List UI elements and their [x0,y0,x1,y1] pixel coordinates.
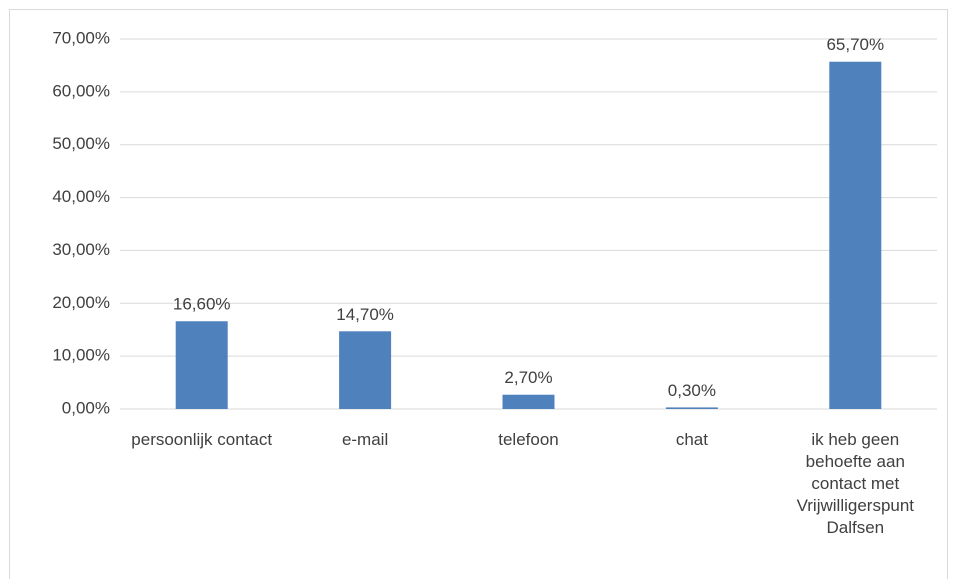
y-tick-label: 30,00% [52,240,110,259]
y-tick-label: 70,00% [52,28,110,47]
bar [829,61,882,409]
y-tick-label: 50,00% [52,134,110,153]
y-tick-label: 20,00% [52,293,110,312]
bar [339,331,392,409]
x-tick-label: persoonlijk contact [131,430,273,449]
x-tick-label: ik heb geen behoefte aan contact met Vri… [796,430,915,537]
data-label: 16,60% [173,295,231,314]
x-tick-label: e-mail [341,430,389,449]
chart-border [9,9,948,579]
x-tick-label: chat [675,430,708,449]
x-tick-label: telefoon [498,430,559,449]
y-tick-label: 40,00% [52,187,110,206]
data-label: 14,70% [336,305,394,324]
data-label: 0,30% [668,381,716,400]
bar [665,407,718,409]
data-label: 65,70% [826,35,884,54]
y-tick-label: 10,00% [52,346,110,365]
data-label: 2,70% [504,368,552,387]
bar [175,321,228,409]
y-tick-label: 0,00% [62,398,110,417]
bar [502,394,555,409]
y-tick-label: 60,00% [52,81,110,100]
